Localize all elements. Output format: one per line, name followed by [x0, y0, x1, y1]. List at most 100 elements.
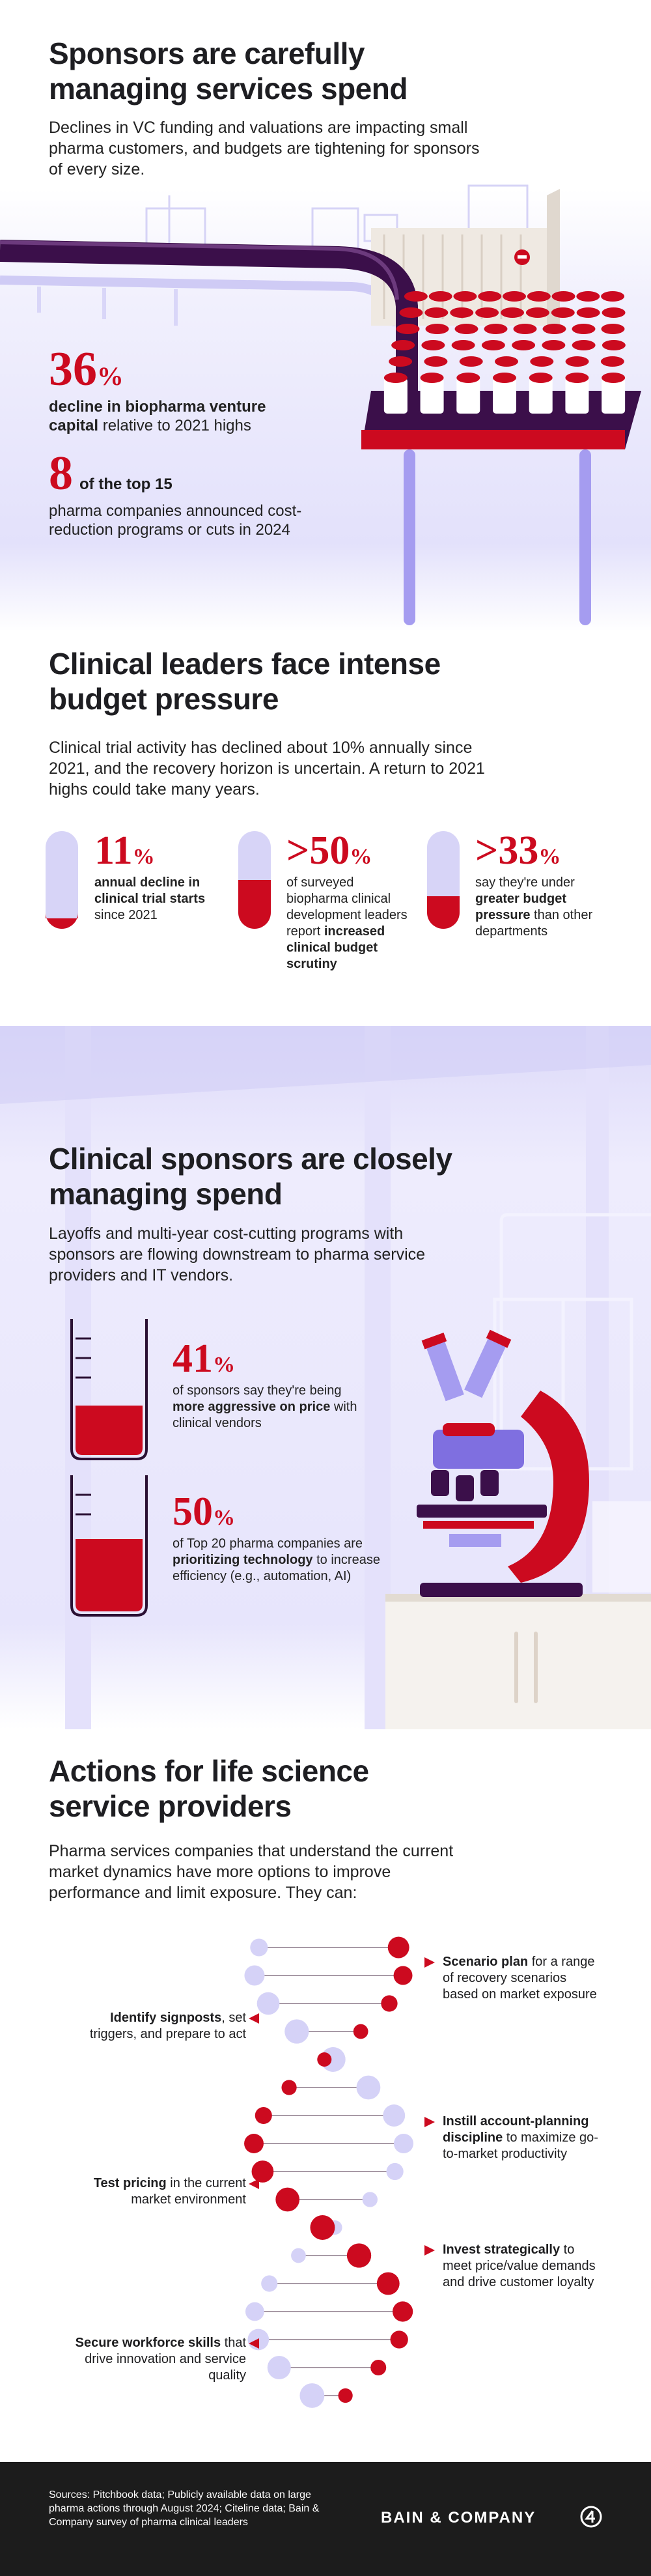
- dna-illustration: [244, 1936, 414, 2408]
- section3-illustration: [0, 1026, 651, 1729]
- vial-cap: [503, 291, 526, 302]
- vial-cap: [495, 356, 518, 367]
- stat: >33% say they're under greater budget pre…: [475, 830, 618, 940]
- stat-figure: 41%: [173, 1338, 374, 1379]
- action-text: Invest strategically to meet price/value…: [443, 2242, 605, 2291]
- vial-icons: [46, 831, 460, 929]
- stat-lead: of the top 15: [79, 475, 173, 493]
- vial-cap: [399, 307, 423, 318]
- vial-cap: [454, 324, 478, 334]
- text-part: that drive innovation and service qualit…: [85, 2336, 246, 2383]
- vial-cap: [475, 307, 499, 318]
- dna-node: [291, 2248, 306, 2263]
- vial-cap: [456, 373, 480, 383]
- vial-cap: [501, 307, 524, 318]
- vial-cap: [428, 291, 452, 302]
- vial-cap: [565, 356, 589, 367]
- dna-node: [250, 1938, 268, 1957]
- text-part: say they're under: [475, 875, 575, 890]
- dna-node: [244, 1965, 265, 1986]
- sources: Sources: Pitchbook data; Publicly availa…: [49, 2489, 320, 2528]
- text-part: increased clinical budget scrutiny: [286, 924, 385, 971]
- stat-text: annual decline in clinical trial starts …: [94, 875, 225, 924]
- stat-figure: 50%: [173, 1492, 387, 1532]
- text-part: in the current market environment: [131, 2176, 246, 2207]
- text-part: Test pricing: [93, 2176, 167, 2190]
- vial-cap: [602, 373, 626, 383]
- text-part: of surveyed biopharma clinical developme…: [286, 875, 408, 939]
- vial-cap: [389, 356, 413, 367]
- arrow-head: [424, 2117, 435, 2127]
- dna-node: [383, 2104, 406, 2127]
- stat: 50% of Top 20 pharma companies are priori…: [173, 1492, 387, 1585]
- dna-node: [376, 2272, 400, 2295]
- vial: [420, 378, 444, 414]
- vial-cap: [600, 356, 624, 367]
- dna-node: [386, 2162, 404, 2181]
- dna-node: [317, 2052, 332, 2067]
- text-part: with clinical vendors: [173, 1400, 357, 1430]
- text-part: to meet price/value demands and drive cu…: [443, 2243, 596, 2289]
- dna-node: [393, 2133, 414, 2154]
- stat-unit: %: [213, 1353, 236, 1377]
- dna-node: [245, 2302, 264, 2321]
- vial-cap: [601, 324, 625, 334]
- dna-node: [387, 1936, 409, 1959]
- dna-node: [281, 2080, 297, 2095]
- action-text: Secure workforce skills that drive innov…: [70, 2335, 246, 2384]
- stat: 11% annual decline in clinical trial star…: [94, 830, 225, 924]
- vial-cap: [493, 373, 516, 383]
- stat-figure: 36%: [49, 345, 309, 393]
- action-text: Instill account-planning discipline to m…: [443, 2114, 605, 2162]
- dna-node: [362, 2192, 378, 2207]
- dna-node: [256, 1992, 280, 2015]
- vial-cap: [459, 356, 483, 367]
- footer: Sources: Pitchbook data; Publicly availa…: [0, 2462, 651, 2576]
- vial-cap: [576, 291, 600, 302]
- vial-cap: [425, 324, 449, 334]
- vial-cap: [576, 307, 600, 318]
- stat-text: say they're under greater budget pressur…: [475, 875, 618, 940]
- section1-illustration: [0, 184, 651, 632]
- vial-cap: [424, 356, 448, 367]
- action-arrow: [424, 2245, 435, 2256]
- stat-number: >50: [286, 828, 350, 873]
- stat-unit: %: [538, 845, 561, 869]
- text-part: Identify signposts: [110, 2011, 222, 2025]
- action-arrow: [249, 2338, 259, 2349]
- vial-cap: [383, 373, 408, 383]
- text-part: of sponsors say they're being: [173, 1383, 342, 1398]
- action-arrow: [424, 1957, 435, 1968]
- stat-number: >33: [475, 828, 539, 873]
- stat-text: of surveyed biopharma clinical developme…: [286, 875, 417, 972]
- arrow-head: [424, 2245, 435, 2256]
- vial-cap: [601, 291, 625, 302]
- vial-cap: [453, 291, 477, 302]
- vial-cap: [542, 340, 566, 350]
- text-part: to increase efficiency (e.g., automation…: [173, 1553, 380, 1583]
- text-part: Secure workforce skills: [75, 2336, 221, 2350]
- vial-cap: [481, 340, 505, 350]
- vial-cap: [513, 324, 537, 334]
- vial-cap: [602, 307, 626, 318]
- dna-node: [346, 2243, 372, 2268]
- vial-cap: [565, 373, 589, 383]
- dna-node: [244, 2134, 264, 2153]
- stat-figure: 11%: [94, 830, 225, 871]
- text-part: relative to 2021 highs: [98, 417, 251, 434]
- dna-node: [267, 2356, 291, 2379]
- dna-node: [353, 2024, 368, 2039]
- section-title: Actions for life science service provide…: [49, 1754, 369, 1823]
- vial-cap: [484, 324, 508, 334]
- stat-figure: 8 of the top 15: [49, 449, 309, 498]
- stat: 8 of the top 15 pharma companies announced…: [49, 449, 309, 539]
- vial-cap: [424, 307, 449, 318]
- vial: [565, 378, 589, 414]
- stat-number: 50: [173, 1490, 213, 1534]
- stat-number: 36: [49, 343, 97, 396]
- text-part: Scenario plan: [443, 1955, 529, 1969]
- section-title: Sponsors are carefully managing services…: [49, 36, 408, 106]
- dna-node: [310, 2215, 335, 2240]
- text-part: decline in biopharma venture capital: [49, 398, 266, 434]
